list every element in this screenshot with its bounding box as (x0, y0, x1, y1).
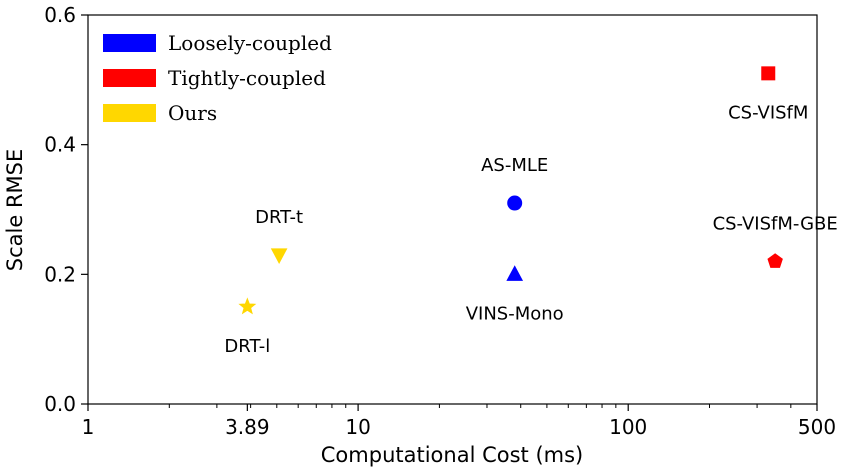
marker-cs-visfm-gbe (767, 253, 783, 268)
x-axis: 1 3.89 10 100 500 (82, 404, 836, 439)
marker-drt-t (270, 248, 288, 264)
point-label: AS-MLE (481, 155, 548, 176)
point-label: VINS-Mono (466, 303, 564, 324)
legend-swatch (103, 69, 156, 87)
y-axis: 0.0 0.2 0.4 0.6 (44, 3, 88, 416)
x-tick-label: 3.89 (225, 415, 270, 439)
legend-label: Loosely-coupled (168, 31, 332, 55)
x-tick-label: 100 (609, 415, 647, 439)
legend-swatch (103, 34, 156, 52)
legend: Loosely-coupled Tightly-coupled Ours (103, 31, 332, 125)
y-tick-label: 0.0 (44, 392, 76, 416)
data-points (238, 66, 783, 315)
x-tick-label: 10 (345, 415, 370, 439)
marker-cs-visfm (761, 66, 776, 81)
data-point-labels: AS-MLE VINS-Mono CS-VISfM CS-VISfM-GBE DRT-t… (224, 102, 837, 356)
point-label: DRT-t (255, 207, 303, 228)
legend-swatch (103, 104, 156, 122)
legend-label: Tightly-coupled (168, 66, 326, 90)
y-axis-title: Scale RMSE (3, 149, 27, 271)
plot-area (87, 14, 818, 405)
marker-as-mle (507, 195, 523, 211)
point-label: CS-VISfM (728, 102, 808, 123)
marker-drt-l (238, 297, 257, 315)
x-tick-label: 1 (82, 415, 95, 439)
y-tick-label: 0.6 (44, 3, 76, 27)
y-tick-label: 0.4 (44, 133, 76, 157)
legend-label: Ours (168, 101, 217, 125)
point-label: DRT-l (224, 336, 270, 357)
y-tick-label: 0.2 (44, 262, 76, 286)
marker-vins-mono (506, 265, 524, 281)
x-axis-title: Computational Cost (ms) (321, 443, 583, 467)
point-label: CS-VISfM-GBE (713, 213, 838, 234)
x-tick-label: 500 (798, 415, 836, 439)
